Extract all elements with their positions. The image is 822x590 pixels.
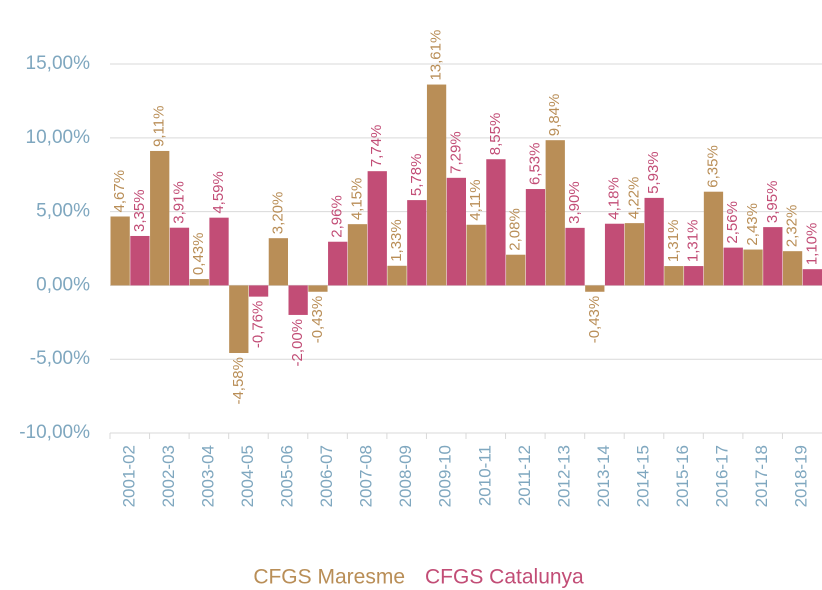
bar bbox=[782, 251, 803, 286]
x-tick-label: 2011-12 bbox=[515, 445, 534, 506]
x-tick-label: 2002-03 bbox=[159, 445, 178, 507]
value-label: 8,55% bbox=[487, 113, 504, 156]
bar bbox=[743, 249, 763, 286]
bar bbox=[229, 285, 249, 354]
value-label: 9,84% bbox=[546, 94, 563, 137]
bar bbox=[189, 279, 209, 286]
bar bbox=[328, 241, 348, 286]
bar bbox=[723, 247, 743, 286]
x-tick-label: 2009-10 bbox=[436, 445, 455, 507]
value-label: 3,91% bbox=[170, 181, 187, 224]
legend-entry: CFGS Maresme bbox=[253, 566, 405, 589]
bar bbox=[288, 285, 308, 315]
x-tick-label: 2015-16 bbox=[673, 445, 692, 507]
bar bbox=[664, 266, 684, 286]
bar bbox=[703, 191, 724, 286]
y-tick-label: -5,00% bbox=[30, 348, 90, 369]
bar bbox=[169, 227, 190, 286]
y-tick-label: 10,00% bbox=[26, 127, 91, 148]
x-tick-label: 2001-02 bbox=[119, 445, 138, 507]
x-tick-label: 2013-14 bbox=[594, 445, 613, 507]
value-label: 4,67% bbox=[111, 170, 128, 213]
value-label: 2,32% bbox=[784, 205, 801, 248]
value-label: 2,43% bbox=[744, 203, 761, 246]
bar bbox=[466, 224, 486, 286]
x-tick-label: 2006-07 bbox=[317, 445, 336, 507]
value-label: -2,00% bbox=[289, 319, 306, 367]
x-tick-label: 2016-17 bbox=[713, 445, 732, 507]
bar bbox=[110, 216, 130, 286]
bar bbox=[506, 254, 526, 286]
value-label: 3,20% bbox=[269, 192, 286, 235]
bar bbox=[407, 200, 427, 286]
x-tick-label: 2014-15 bbox=[633, 445, 652, 507]
bar bbox=[446, 177, 466, 286]
bar bbox=[644, 197, 664, 286]
value-label: 2,96% bbox=[329, 195, 346, 238]
value-label: 2,56% bbox=[724, 201, 741, 244]
bar bbox=[130, 235, 150, 286]
value-label: -0,43% bbox=[586, 296, 603, 344]
value-label: 3,90% bbox=[566, 181, 583, 224]
value-label: 7,74% bbox=[368, 125, 385, 168]
bar bbox=[248, 285, 269, 297]
x-tick-label: 2005-06 bbox=[277, 445, 296, 507]
bar bbox=[308, 285, 328, 292]
value-label: -4,58% bbox=[230, 357, 247, 405]
bar bbox=[624, 223, 644, 286]
value-label: 2,08% bbox=[507, 208, 524, 251]
value-label: 6,35% bbox=[704, 145, 721, 188]
x-tick-label: 2018-19 bbox=[792, 445, 811, 507]
bar bbox=[347, 224, 368, 286]
x-tick-label: 2007-08 bbox=[357, 445, 376, 507]
value-label: 5,78% bbox=[408, 154, 425, 197]
value-label: 3,35% bbox=[131, 189, 148, 232]
value-label: -0,43% bbox=[309, 296, 326, 344]
value-label: 0,43% bbox=[190, 233, 207, 276]
value-label: 4,22% bbox=[625, 177, 642, 220]
bar bbox=[367, 171, 387, 286]
value-label: 6,53% bbox=[526, 142, 543, 185]
legend-entry: CFGS Catalunya bbox=[425, 566, 584, 589]
bar bbox=[209, 217, 229, 286]
bar bbox=[763, 227, 783, 286]
y-tick-label: 5,00% bbox=[36, 201, 90, 222]
bar bbox=[604, 223, 625, 286]
value-label: 9,11% bbox=[151, 106, 168, 147]
value-label: 4,59% bbox=[210, 171, 227, 214]
value-label: 4,18% bbox=[606, 177, 623, 220]
x-tick-label: 2008-09 bbox=[396, 445, 415, 507]
x-tick-label: 2010-11 bbox=[475, 445, 494, 506]
value-label: 1,10% bbox=[803, 223, 820, 266]
value-label: 5,93% bbox=[645, 151, 662, 194]
x-tick-label: 2017-18 bbox=[752, 445, 771, 507]
bar bbox=[545, 140, 565, 286]
y-tick-label: 0,00% bbox=[36, 274, 90, 295]
value-label: 4,11% bbox=[467, 179, 484, 220]
value-label: 1,31% bbox=[685, 220, 702, 263]
x-tick-label: 2004-05 bbox=[238, 445, 257, 507]
x-tick-label: 2003-04 bbox=[198, 445, 217, 507]
bar bbox=[525, 189, 546, 286]
value-label: 3,95% bbox=[764, 181, 781, 224]
bar bbox=[426, 84, 447, 286]
value-label: 4,15% bbox=[348, 178, 365, 221]
bar bbox=[585, 285, 605, 292]
value-label: 13,61% bbox=[428, 30, 445, 81]
bar bbox=[387, 265, 407, 286]
x-tick-label: 2012-13 bbox=[554, 445, 573, 507]
bar bbox=[684, 266, 704, 286]
value-label: -0,76% bbox=[250, 301, 267, 349]
bar bbox=[486, 159, 506, 286]
value-label: 7,29% bbox=[447, 131, 464, 174]
bar bbox=[268, 238, 288, 286]
y-tick-label: 15,00% bbox=[26, 53, 91, 74]
bar bbox=[802, 269, 822, 286]
bar bbox=[565, 227, 585, 286]
value-label: 1,33% bbox=[388, 219, 405, 262]
value-label: 1,31% bbox=[665, 220, 682, 263]
bar bbox=[150, 150, 170, 286]
y-tick-label: -10,00% bbox=[19, 422, 90, 443]
